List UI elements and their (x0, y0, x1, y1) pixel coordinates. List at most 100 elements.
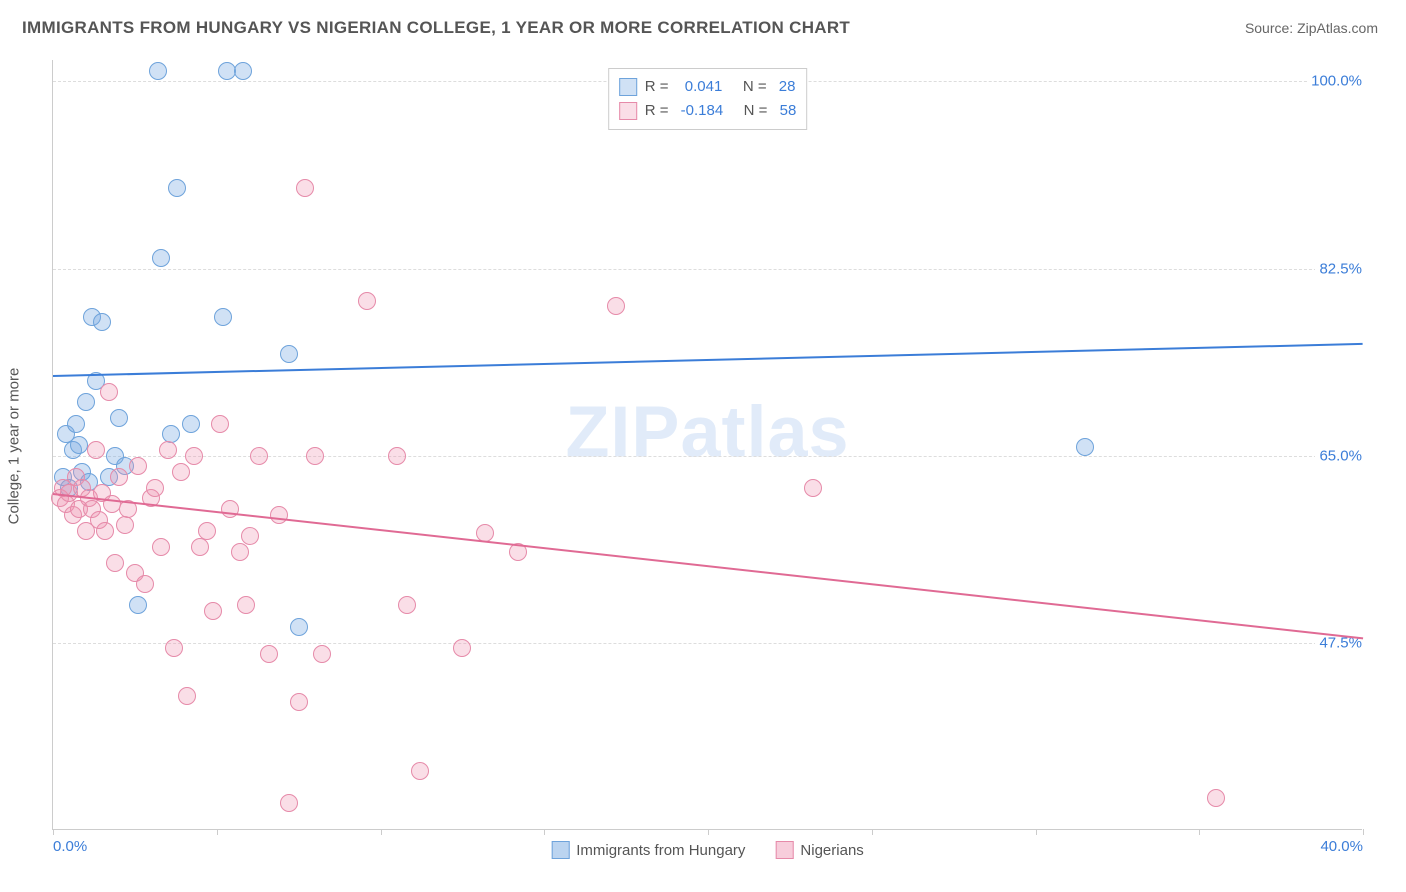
legend-correlation: R = 0.041 N = 28R = -0.184 N = 58 (608, 68, 808, 130)
legend-n-label: N = (730, 75, 770, 99)
x-tick (217, 829, 218, 835)
legend-swatch (619, 78, 637, 96)
legend-swatch (551, 841, 569, 859)
gridline (53, 643, 1362, 644)
scatter-point (1076, 438, 1094, 456)
scatter-point (159, 441, 177, 459)
scatter-point (77, 393, 95, 411)
x-tick (1199, 829, 1200, 835)
scatter-point (296, 179, 314, 197)
x-tick (544, 829, 545, 835)
scatter-point (313, 645, 331, 663)
watermark: ZIPatlas (565, 391, 849, 473)
plot-area: ZIPatlas 47.5%65.0%82.5%100.0%0.0%40.0%R… (52, 60, 1362, 830)
scatter-point (231, 543, 249, 561)
x-tick (53, 829, 54, 835)
legend-series-item: Immigrants from Hungary (551, 841, 745, 859)
scatter-point (358, 292, 376, 310)
scatter-point (804, 479, 822, 497)
scatter-point (280, 794, 298, 812)
x-tick (1036, 829, 1037, 835)
scatter-point (110, 409, 128, 427)
scatter-point (110, 468, 128, 486)
x-tick (708, 829, 709, 835)
legend-swatch (619, 102, 637, 120)
scatter-point (234, 62, 252, 80)
trendline (53, 493, 1363, 639)
scatter-point (152, 249, 170, 267)
gridline (53, 269, 1362, 270)
legend-r-label: R = (645, 75, 673, 99)
scatter-point (398, 596, 416, 614)
y-tick-label: 82.5% (1315, 260, 1366, 277)
scatter-point (182, 415, 200, 433)
scatter-point (241, 527, 259, 545)
scatter-point (129, 596, 147, 614)
legend-series-label: Immigrants from Hungary (576, 842, 745, 859)
trendline (53, 343, 1363, 377)
scatter-point (198, 522, 216, 540)
header: IMMIGRANTS FROM HUNGARY VS NIGERIAN COLL… (0, 0, 1406, 48)
scatter-point (290, 693, 308, 711)
scatter-point (260, 645, 278, 663)
scatter-point (218, 62, 236, 80)
scatter-point (106, 554, 124, 572)
scatter-point (116, 516, 134, 534)
y-axis-title: College, 1 year or more (6, 368, 23, 525)
x-tick (1363, 829, 1364, 835)
scatter-point (280, 345, 298, 363)
scatter-point (1207, 789, 1225, 807)
legend-r-value: -0.184 (681, 99, 724, 123)
chart-container: ZIPatlas 47.5%65.0%82.5%100.0%0.0%40.0%R… (52, 60, 1362, 830)
scatter-point (185, 447, 203, 465)
scatter-point (100, 383, 118, 401)
scatter-point (411, 762, 429, 780)
scatter-point (204, 602, 222, 620)
scatter-point (221, 500, 239, 518)
scatter-point (165, 639, 183, 657)
scatter-point (191, 538, 209, 556)
scatter-point (129, 457, 147, 475)
scatter-point (146, 479, 164, 497)
scatter-point (67, 415, 85, 433)
legend-n-value: 58 (780, 99, 797, 123)
scatter-point (152, 538, 170, 556)
scatter-point (237, 596, 255, 614)
x-tick (381, 829, 382, 835)
scatter-point (103, 495, 121, 513)
legend-series-item: Nigerians (775, 841, 863, 859)
chart-title: IMMIGRANTS FROM HUNGARY VS NIGERIAN COLL… (22, 18, 850, 38)
scatter-point (136, 575, 154, 593)
legend-series-label: Nigerians (800, 842, 863, 859)
scatter-point (172, 463, 190, 481)
y-tick-label: 65.0% (1315, 447, 1366, 464)
x-label-right: 40.0% (1320, 838, 1363, 855)
legend-series: Immigrants from Hungary Nigerians (551, 841, 864, 859)
scatter-point (270, 506, 288, 524)
scatter-point (149, 62, 167, 80)
scatter-point (453, 639, 471, 657)
scatter-point (96, 522, 114, 540)
scatter-point (87, 441, 105, 459)
legend-n-label: N = (731, 99, 771, 123)
scatter-point (178, 687, 196, 705)
legend-swatch (775, 841, 793, 859)
scatter-point (306, 447, 324, 465)
legend-correlation-row: R = -0.184 N = 58 (619, 99, 797, 123)
scatter-point (211, 415, 229, 433)
scatter-point (168, 179, 186, 197)
scatter-point (290, 618, 308, 636)
y-tick-label: 100.0% (1307, 73, 1366, 90)
scatter-point (388, 447, 406, 465)
x-tick (872, 829, 873, 835)
x-label-left: 0.0% (53, 838, 87, 855)
source-label: Source: ZipAtlas.com (1245, 20, 1378, 36)
legend-r-value: 0.041 (681, 75, 723, 99)
scatter-point (250, 447, 268, 465)
scatter-point (214, 308, 232, 326)
scatter-point (607, 297, 625, 315)
scatter-point (93, 313, 111, 331)
legend-n-value: 28 (779, 75, 796, 99)
legend-correlation-row: R = 0.041 N = 28 (619, 75, 797, 99)
legend-r-label: R = (645, 99, 673, 123)
